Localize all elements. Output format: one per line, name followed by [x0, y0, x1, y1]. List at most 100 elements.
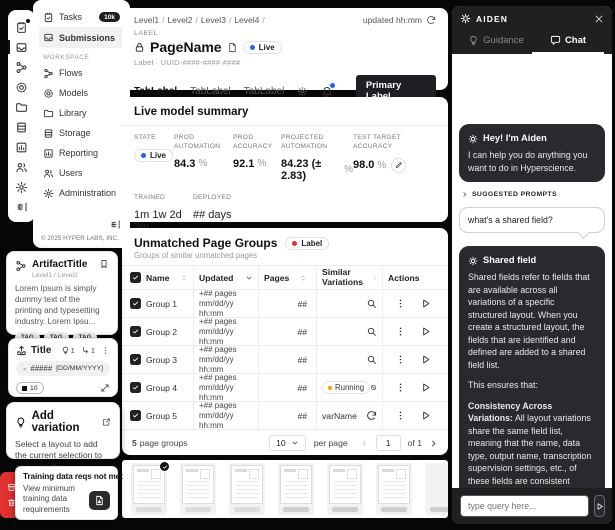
sort-icon[interactable]: [372, 274, 377, 282]
count-toggle-pill[interactable]: 10: [16, 382, 44, 394]
rail-item-models[interactable]: [8, 77, 35, 97]
sidebar-item-models[interactable]: Models: [39, 83, 124, 103]
blocked-icon[interactable]: [370, 382, 377, 393]
breadcrumb-item[interactable]: Level4: [234, 15, 260, 25]
sidebar-item-administration[interactable]: Administration: [39, 183, 124, 203]
page-thumbnail[interactable]: [278, 463, 314, 515]
sidebar-item-storage[interactable]: Storage: [39, 123, 124, 143]
add-variation-card[interactable]: Add variation Select a layout to add the…: [6, 402, 120, 472]
run-play-icon[interactable]: [420, 354, 431, 365]
prev-page-chevron-icon[interactable]: [360, 439, 369, 448]
page-thumbnail[interactable]: [376, 463, 412, 515]
row-menu-kebab-icon[interactable]: [395, 298, 406, 309]
run-play-icon[interactable]: [420, 298, 431, 309]
table-row[interactable]: Group 5 +## pages mm/dd/yy hh:mm ## varNa…: [122, 401, 448, 430]
rail-collapse-button[interactable]: [8, 197, 35, 217]
document-icon[interactable]: [227, 42, 238, 53]
tab-guidance[interactable]: Guidance: [460, 28, 532, 54]
suggested-prompts-toggle[interactable]: SUGGESTED PROMPTS: [461, 191, 603, 198]
view-requirements-button[interactable]: [89, 491, 110, 510]
run-play-icon[interactable]: [420, 410, 431, 421]
bookmark-icon[interactable]: [99, 259, 109, 269]
tab-1[interactable]: TabLabel: [134, 85, 178, 97]
sidebar-item-flows[interactable]: Flows: [39, 63, 124, 83]
table-row[interactable]: Group 3 +## pages mm/dd/yy hh:mm ##: [122, 345, 448, 374]
page-thumbnail[interactable]: [425, 463, 448, 515]
sidebar-item-reporting[interactable]: Reporting: [39, 143, 124, 163]
select-all-checkbox[interactable]: [130, 272, 141, 283]
chevron-right-icon: [461, 191, 468, 198]
send-button[interactable]: [594, 495, 605, 517]
row-menu-kebab-icon[interactable]: [395, 326, 406, 337]
label-badge: Label: [285, 236, 330, 250]
refresh-icon[interactable]: [426, 15, 436, 25]
tab-3[interactable]: TabLabel: [243, 85, 285, 97]
lightbulb-icon[interactable]: [61, 346, 70, 355]
artifact-card[interactable]: ArtifactTitle Level1 / Level2 Lorem Ipsu…: [6, 251, 118, 344]
flows-icon: [15, 260, 27, 272]
tab-2[interactable]: TabLabel: [190, 85, 231, 97]
tab-chat[interactable]: Chat: [532, 28, 604, 54]
rail-item-submissions[interactable]: [8, 37, 35, 57]
rail-item-flows[interactable]: [8, 57, 35, 77]
view-similar-search-icon[interactable]: [366, 298, 377, 309]
sidebar-item-tasks[interactable]: Tasks 10k: [39, 7, 124, 27]
row-menu-kebab-icon[interactable]: [395, 410, 406, 421]
rail-item-library[interactable]: [8, 97, 35, 117]
sort-icon[interactable]: [299, 274, 307, 282]
run-play-icon[interactable]: [420, 326, 431, 337]
sidebar-item-library[interactable]: Library: [39, 103, 124, 123]
title-card[interactable]: Title 1 1 ##### [DD/MM/YYYY] 10: [8, 338, 118, 397]
page-thumbnail[interactable]: [229, 463, 265, 515]
page-number-input[interactable]: [375, 435, 401, 451]
table-row[interactable]: Group 1 +## pages mm/dd/yy hh:mm ##: [122, 289, 448, 318]
breadcrumb-item[interactable]: Level1: [134, 15, 160, 25]
page-thumbnail[interactable]: [180, 463, 216, 515]
external-link-icon[interactable]: [102, 417, 111, 427]
page-thumbnail[interactable]: [327, 463, 363, 515]
close-icon[interactable]: [594, 14, 604, 24]
view-similar-search-icon[interactable]: [366, 326, 377, 337]
breadcrumb-item[interactable]: Level3: [200, 15, 226, 25]
rail-item-users[interactable]: [8, 157, 35, 177]
expand-diagonal-icon[interactable]: [100, 383, 110, 393]
row-checkbox[interactable]: [130, 410, 141, 421]
branch-icon[interactable]: [81, 346, 90, 355]
breadcrumb-item[interactable]: Level2: [167, 15, 193, 25]
row-menu-kebab-icon[interactable]: [395, 354, 406, 365]
rail-item-tasks[interactable]: [8, 17, 35, 37]
row-checkbox[interactable]: [130, 354, 141, 365]
edit-target-pencil-icon[interactable]: [391, 157, 407, 173]
run-play-icon[interactable]: [420, 382, 431, 393]
sidebar-collapse-button[interactable]: [39, 219, 124, 230]
training-data-alert-card[interactable]: Training data reqs not met View minimum …: [15, 466, 123, 520]
linked-field-pill[interactable]: ##### [DD/MM/YYYY]: [16, 361, 110, 376]
rail-item-administration[interactable]: [8, 177, 35, 197]
page-size-select[interactable]: 10: [269, 435, 306, 451]
test-target-accuracy-value: 98.0%: [353, 157, 436, 173]
notifications-bell-icon[interactable]: [321, 83, 335, 97]
sidebar-item-submissions[interactable]: Submissions: [39, 27, 124, 48]
lock-icon: [134, 42, 145, 53]
sidebar-item-label: Submissions: [59, 32, 116, 43]
unmatched-page-groups: Unmatched Page Groups Label Groups of si…: [122, 228, 448, 455]
view-similar-search-icon[interactable]: [366, 354, 377, 365]
table-row[interactable]: Group 2 +## pages mm/dd/yy hh:mm ##: [122, 317, 448, 346]
query-input[interactable]: [460, 495, 589, 517]
aiden-avatar-icon: [468, 134, 478, 144]
refresh-icon[interactable]: [366, 410, 377, 421]
next-page-chevron-icon[interactable]: [429, 439, 438, 448]
tab-settings-gear-icon[interactable]: [297, 86, 308, 97]
page-thumbnail[interactable]: [131, 461, 170, 515]
table-row[interactable]: Group 4 +## pages mm/dd/yy hh:mm ## Runni…: [122, 373, 448, 402]
sidebar-item-users[interactable]: Users: [39, 163, 124, 183]
row-checkbox[interactable]: [130, 326, 141, 337]
rail-item-reporting[interactable]: [8, 137, 35, 157]
row-checkbox[interactable]: [130, 298, 141, 309]
sort-desc-icon[interactable]: [245, 274, 253, 282]
rail-item-storage[interactable]: [8, 117, 35, 137]
row-menu-kebab-icon[interactable]: [395, 382, 406, 393]
sort-icon[interactable]: [180, 274, 188, 282]
row-checkbox[interactable]: [130, 382, 141, 393]
kebab-menu-icon[interactable]: [101, 346, 110, 355]
